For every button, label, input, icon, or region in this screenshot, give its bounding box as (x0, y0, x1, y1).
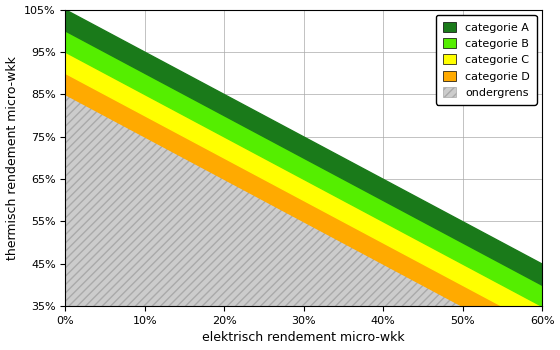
Y-axis label: thermisch rendement micro-wkk: thermisch rendement micro-wkk (6, 56, 18, 260)
Legend: categorie A, categorie B, categorie C, categorie D, ondergrens: categorie A, categorie B, categorie C, c… (436, 15, 536, 105)
X-axis label: elektrisch rendement micro-wkk: elektrisch rendement micro-wkk (203, 331, 405, 344)
